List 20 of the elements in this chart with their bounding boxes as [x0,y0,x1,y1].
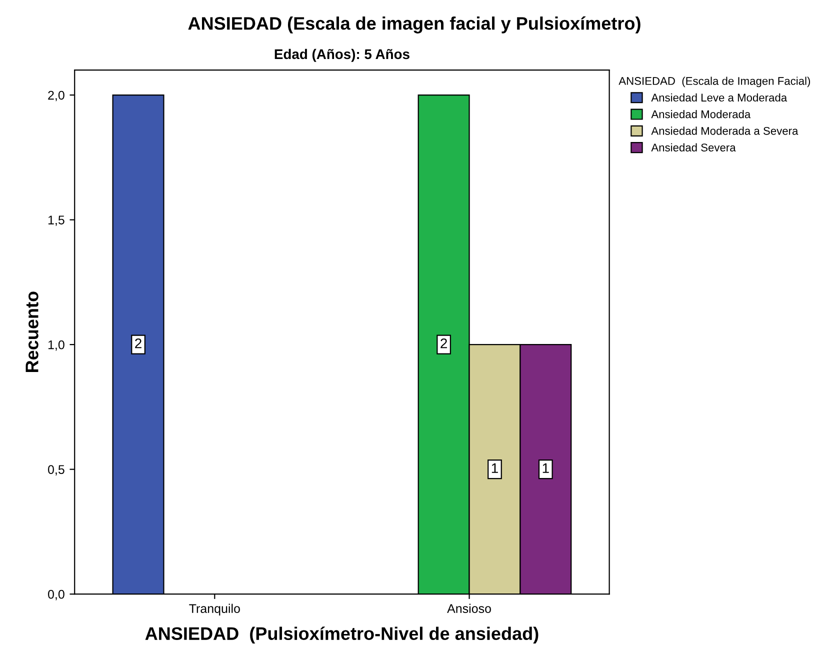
data-label: 2 [440,338,447,348]
legend-title: ANSIEDAD (Escala de Imagen Facial) [618,76,810,88]
y-tick-label: 1,0 [48,340,64,351]
data-label: 2 [135,338,142,348]
x-tick-label: Tranquilo [189,604,240,616]
legend-label: Ansiedad Severa [651,143,736,152]
data-label: 1 [492,463,498,473]
legend-label: Ansiedad Leve a Moderada [651,93,788,102]
legend-label: Ansiedad Moderada a Severa [651,126,798,135]
x-tick-label: Ansioso [447,604,491,613]
y-tick-label: 2,0 [48,90,64,102]
y-tick-label: 0,0 [48,590,64,600]
chart-subtitle: Edad (Años): 5 Años [274,48,410,62]
data-label: 1 [542,463,549,473]
y-axis-title: Recuento [26,292,38,372]
y-tick-label: 0,5 [48,465,64,476]
x-axis-title: ANSIEDAD (Pulsioxímetro-Nivel de ansiedad) [145,626,538,644]
chart-title: ANSIEDAD (Escala de imagen facial y Pulsioxímetro) [188,16,640,34]
y-tick-label: 1,5 [48,216,64,226]
legend-label: Ansiedad Moderada [651,110,751,118]
